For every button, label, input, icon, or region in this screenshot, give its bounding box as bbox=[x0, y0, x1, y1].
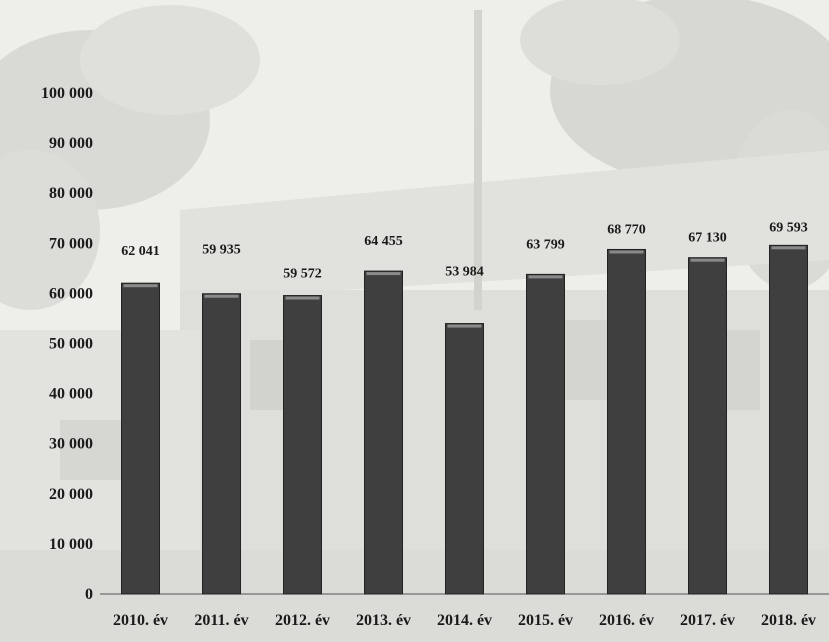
bar-highlight bbox=[204, 294, 239, 298]
bar-highlight bbox=[528, 275, 563, 279]
x-tick-label: 2010. év bbox=[113, 612, 168, 629]
x-tick-label: 2018. év bbox=[761, 612, 816, 629]
y-tick-label: 50 000 bbox=[49, 336, 93, 353]
data-label: 59 935 bbox=[202, 243, 241, 258]
x-tick-label: 2015. év bbox=[518, 612, 573, 629]
x-tick-label: 2013. év bbox=[356, 612, 411, 629]
bar bbox=[526, 273, 565, 595]
data-label: 59 572 bbox=[283, 267, 322, 282]
bar-highlight bbox=[123, 284, 158, 288]
data-label: 53 984 bbox=[445, 265, 484, 280]
bar-body bbox=[688, 257, 727, 595]
bar-body bbox=[364, 270, 403, 595]
bar bbox=[607, 248, 646, 595]
data-label: 69 593 bbox=[769, 220, 808, 235]
x-tick-label: 2017. év bbox=[680, 612, 735, 629]
y-tick-label: 10 000 bbox=[49, 536, 93, 553]
bar-body bbox=[526, 273, 565, 595]
y-tick-label: 40 000 bbox=[49, 386, 93, 403]
bar bbox=[445, 323, 484, 595]
bar-body bbox=[445, 323, 484, 595]
bar bbox=[364, 270, 403, 595]
bar-series bbox=[121, 244, 808, 595]
bar-body bbox=[202, 293, 241, 595]
bar bbox=[121, 282, 160, 595]
y-tick-label: 100 000 bbox=[41, 85, 93, 102]
bar-highlight bbox=[609, 250, 644, 254]
x-tick-label: 2012. év bbox=[275, 612, 330, 629]
data-label: 68 770 bbox=[607, 222, 646, 237]
x-tick-label: 2011. év bbox=[194, 612, 248, 629]
bar bbox=[688, 257, 727, 595]
y-tick-label: 80 000 bbox=[49, 185, 93, 202]
bar-body bbox=[283, 295, 322, 595]
y-tick-label: 90 000 bbox=[49, 135, 93, 152]
x-tick-label: 2016. év bbox=[599, 612, 654, 629]
y-tick-label: 70 000 bbox=[49, 235, 93, 252]
data-labels: 62 041 59 935 59 572 64 455 53 984 63 799 68 7… bbox=[121, 220, 808, 281]
y-tick-label: 0 bbox=[85, 586, 93, 603]
bar-body bbox=[121, 282, 160, 595]
bar bbox=[202, 293, 241, 595]
x-tick-label: 2014. év bbox=[437, 612, 492, 629]
bar-highlight bbox=[447, 324, 482, 328]
data-label: 62 041 bbox=[121, 244, 160, 259]
bar bbox=[769, 244, 808, 595]
y-tick-label: 60 000 bbox=[49, 285, 93, 302]
data-label: 67 130 bbox=[688, 231, 727, 246]
bar-body bbox=[769, 244, 808, 595]
bar-body bbox=[607, 248, 646, 595]
bar-highlight bbox=[285, 296, 320, 300]
x-axis-tick-labels: 2010. év 2011. év 2012. év 2013. év 2014. év… bbox=[113, 612, 816, 629]
data-label: 63 799 bbox=[526, 237, 565, 252]
bar-highlight bbox=[771, 246, 806, 250]
data-label: 64 455 bbox=[364, 234, 403, 249]
bar-highlight bbox=[690, 258, 725, 262]
bar-highlight bbox=[366, 272, 401, 276]
y-tick-label: 20 000 bbox=[49, 486, 93, 503]
bar bbox=[283, 295, 322, 595]
y-axis-tick-labels: 0 10 000 20 000 30 000 40 000 50 000 60 000 70 … bbox=[41, 85, 93, 603]
y-tick-label: 30 000 bbox=[49, 436, 93, 453]
